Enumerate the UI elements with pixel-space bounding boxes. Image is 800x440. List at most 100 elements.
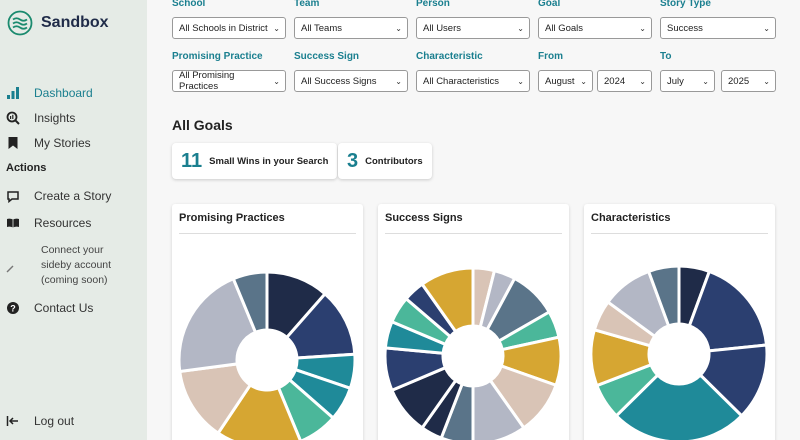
person-select-value: All Users	[423, 22, 462, 34]
nav-contact-us-label: Contact Us	[34, 301, 94, 315]
help-circle-icon: ?	[6, 301, 20, 315]
school-select[interactable]: All Schools in District ⌄	[172, 17, 286, 39]
filter-success-sign: Success Sign All Success Signs ⌄	[294, 51, 408, 92]
filter-story-type-label: Story Type	[660, 0, 711, 9]
from-month-select[interactable]: August ⌄	[538, 70, 593, 92]
actions-heading: Actions	[6, 162, 47, 174]
person-select[interactable]: All Users ⌄	[416, 17, 530, 39]
promising-practices-donut	[177, 270, 357, 440]
nav-resources-label: Resources	[34, 216, 92, 230]
svg-text:?: ?	[10, 303, 16, 313]
to-year-select[interactable]: 2025 ⌄	[721, 70, 776, 92]
search-chart-icon	[6, 111, 20, 125]
chevron-down-icon: ⌄	[580, 76, 587, 86]
donut-slice[interactable]	[614, 372, 744, 440]
donut-slice[interactable]	[231, 270, 269, 335]
nav-log-out-label: Log out	[34, 414, 75, 428]
chart-title: Promising Practices	[179, 212, 285, 224]
to-month-value: July	[667, 75, 684, 87]
story-type-select-value: Success	[667, 22, 703, 34]
chevron-down-icon: ⌄	[639, 23, 646, 33]
chevron-down-icon: ⌄	[395, 76, 402, 86]
success-signs-donut	[383, 266, 563, 440]
chevron-down-icon: ⌄	[639, 76, 646, 86]
nav-contact-us[interactable]: ? Contact Us	[6, 301, 93, 315]
nav-log-out[interactable]: Log out	[6, 414, 74, 428]
characteristic-select[interactable]: All Characteristics ⌄	[416, 70, 530, 92]
nav-create-story-label: Create a Story	[34, 189, 112, 203]
logout-icon	[6, 414, 20, 428]
team-select-value: All Teams	[301, 22, 343, 34]
goal-select[interactable]: All Goals ⌄	[538, 17, 652, 39]
bookmark-icon	[6, 136, 20, 150]
team-select[interactable]: All Teams ⌄	[294, 17, 408, 39]
donut-slice[interactable]	[177, 276, 258, 374]
filter-team-label: Team	[294, 0, 320, 9]
from-year-value: 2024	[604, 75, 626, 87]
filter-person-label: Person	[416, 0, 450, 9]
nav-dashboard[interactable]: Dashboard	[6, 86, 93, 100]
filter-team: Team All Teams ⌄	[294, 0, 408, 39]
page-title: All Goals	[172, 117, 233, 133]
characteristic-select-value: All Characteristics	[423, 75, 500, 87]
chevron-down-icon: ⌄	[702, 76, 709, 86]
filter-practice-label: Promising Practice	[172, 51, 263, 62]
chevron-down-icon: ⌄	[763, 23, 770, 33]
filter-characteristic-label: Characteristic	[416, 51, 483, 62]
link-icon	[6, 243, 20, 288]
filter-goal: Goal All Goals ⌄	[538, 0, 652, 39]
filter-practice: Promising Practice All Promising Practic…	[172, 51, 286, 92]
to-year-value: 2025	[728, 75, 750, 87]
card-divider	[591, 233, 768, 234]
connect-sideby[interactable]: Connect your sideby account (coming soon…	[6, 243, 131, 288]
filter-story-type: Story Type Success ⌄	[660, 0, 776, 39]
card-divider	[385, 233, 562, 234]
nav-resources[interactable]: Resources	[6, 216, 91, 230]
donut-slice[interactable]	[471, 378, 526, 440]
story-type-select[interactable]: Success ⌄	[660, 17, 776, 39]
brand-name: Sandbox	[41, 14, 109, 31]
chevron-down-icon: ⌄	[273, 23, 280, 33]
school-select-value: All Schools in District	[179, 22, 268, 34]
donut-slice[interactable]	[687, 269, 769, 353]
sandbox-logo-icon	[7, 10, 33, 36]
success-signs-card: Success Signs	[378, 204, 569, 440]
small-wins-count: 11	[181, 149, 203, 172]
brand[interactable]: Sandbox	[7, 10, 109, 36]
chevron-down-icon: ⌄	[517, 23, 524, 33]
open-book-icon	[6, 216, 20, 230]
nav-insights[interactable]: Insights	[6, 111, 75, 125]
practice-select[interactable]: All Promising Practices ⌄	[172, 70, 286, 92]
filter-goal-label: Goal	[538, 0, 561, 9]
nav-create-story[interactable]: Create a Story	[6, 189, 111, 203]
donut-slice[interactable]	[420, 266, 475, 334]
donut-slice[interactable]	[646, 264, 681, 328]
donut-slice[interactable]	[216, 382, 302, 440]
donut-slice[interactable]	[276, 377, 336, 440]
filter-to-label: To	[660, 51, 672, 62]
contributors-count: 3	[347, 149, 359, 172]
chart-title: Success Signs	[385, 212, 463, 224]
filter-to: To July ⌄ 2025 ⌄	[660, 51, 776, 92]
contributors-stat: 3 Contributors	[338, 143, 432, 179]
small-wins-stat: 11 Small Wins in your Search	[172, 143, 338, 179]
from-year-select[interactable]: 2024 ⌄	[597, 70, 652, 92]
practice-select-value: All Promising Practices	[179, 70, 235, 92]
filter-from: From August ⌄ 2024 ⌄	[538, 51, 652, 92]
filter-school: School All Schools in District ⌄	[172, 0, 286, 39]
filter-from-label: From	[538, 51, 563, 62]
filter-characteristic: Characteristic All Characteristics ⌄	[416, 51, 530, 92]
to-month-select[interactable]: July ⌄	[660, 70, 715, 92]
promising-practices-card: Promising Practices	[172, 204, 363, 440]
chevron-down-icon: ⌄	[273, 76, 280, 86]
card-divider	[179, 233, 356, 234]
nav-my-stories[interactable]: My Stories	[6, 136, 91, 150]
goal-select-value: All Goals	[545, 22, 584, 34]
bar-chart-icon	[6, 86, 20, 100]
chevron-down-icon: ⌄	[395, 23, 402, 33]
filter-school-label: School	[172, 0, 206, 9]
success-sign-select[interactable]: All Success Signs ⌄	[294, 70, 408, 92]
nav-my-stories-label: My Stories	[34, 136, 91, 150]
success-sign-select-value: All Success Signs	[301, 75, 377, 87]
characteristics-card: Characteristics	[584, 204, 775, 440]
